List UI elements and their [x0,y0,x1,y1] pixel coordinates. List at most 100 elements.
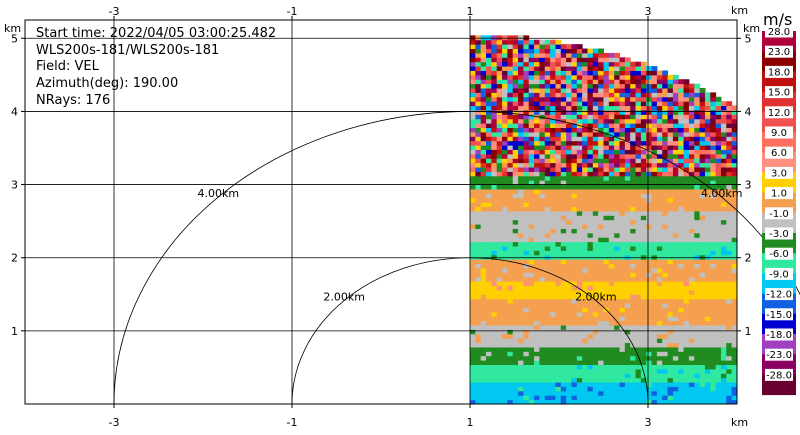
velocity-cell [656,88,663,93]
velocity-cell [656,109,663,115]
velocity-cell [486,44,492,50]
velocity-cell [672,149,679,155]
velocity-cell [507,70,514,76]
velocity-cell [523,105,530,111]
velocity-cell [470,118,476,124]
velocity-cell [737,378,743,383]
velocity-cell [502,158,508,164]
velocity-cell [656,171,663,177]
velocity-cell [528,276,535,282]
velocity-cell [667,127,674,133]
velocity-cell [480,276,487,282]
velocity-cell [560,342,567,348]
velocity-cell [656,382,663,387]
velocity-cell [528,224,535,229]
velocity-cell [598,346,604,352]
velocity-cell [480,303,487,308]
velocity-cell [688,162,695,168]
velocity-cell [667,386,674,392]
velocity-cell [726,382,733,387]
velocity-cell [614,329,621,335]
velocity-cell [769,400,775,405]
velocity-cell [496,373,503,379]
velocity-cell [555,250,562,256]
velocity-cell [748,382,754,387]
velocity-cell [694,355,701,361]
velocity-cell [651,351,658,357]
velocity-cell [550,237,556,243]
velocity-cell [603,232,610,238]
velocity-cell [544,237,551,243]
velocity-cell [640,281,647,287]
velocity-cell [470,237,476,243]
velocity-cell [619,320,626,326]
velocity-cell [480,325,487,330]
velocity-cell [539,140,546,146]
velocity-cell [576,127,583,133]
velocity-cell [518,298,524,304]
velocity-cell [726,109,733,115]
velocity-cell [699,303,706,308]
velocity-cell [491,123,498,129]
velocity-cell [534,289,540,295]
velocity-cell [523,101,530,107]
velocity-cell [737,246,743,251]
velocity-cell [624,109,631,115]
velocity-cell [592,259,599,265]
velocity-cell [699,153,706,159]
velocity-cell [651,66,658,71]
velocity-cell [480,298,487,304]
velocity-cell [662,136,669,142]
velocity-cell [704,360,711,365]
velocity-cell [608,224,615,229]
velocity-cell [528,210,535,216]
velocity-cell [592,377,599,383]
velocity-cell [576,276,583,282]
velocity-cell [571,325,578,330]
velocity-cell [560,298,567,304]
velocity-cell [518,281,524,287]
velocity-cell [571,83,578,89]
velocity-cell [614,175,621,181]
velocity-cell [656,276,663,282]
velocity-cell [470,316,476,322]
velocity-cell [640,250,647,256]
velocity-cell [662,96,669,102]
velocity-cell [571,360,578,365]
velocity-cell [753,343,759,348]
velocity-cell [715,136,722,142]
velocity-cell [614,88,621,93]
velocity-cell [667,193,674,199]
velocity-cell [699,368,706,374]
velocity-cell [678,333,685,339]
velocity-cell [544,399,551,404]
velocity-cell [715,272,722,278]
velocity-cell [470,215,476,221]
velocity-cell [715,373,722,379]
velocity-cell [528,61,535,67]
velocity-cell [470,61,476,67]
velocity-cell [523,259,530,265]
velocity-cell [630,259,637,265]
velocity-cell [496,184,503,190]
velocity-cell [528,285,535,291]
velocity-cell [480,351,487,357]
velocity-cell [699,355,706,361]
velocity-cell [582,158,588,164]
velocity-cell [587,303,594,308]
velocity-cell [539,167,546,172]
velocity-cell [608,320,615,326]
velocity-cell [587,88,594,93]
velocity-cell [502,386,508,392]
velocity-cell [614,101,621,107]
velocity-cell [534,175,540,181]
velocity-cell [534,136,540,142]
velocity-cell [486,66,492,71]
velocity-cell [502,254,508,260]
velocity-cell [518,175,524,181]
velocity-cell [555,197,562,203]
velocity-cell [726,294,733,300]
velocity-cell [614,184,621,190]
velocity-cell [753,171,759,176]
velocity-cell [624,188,631,194]
